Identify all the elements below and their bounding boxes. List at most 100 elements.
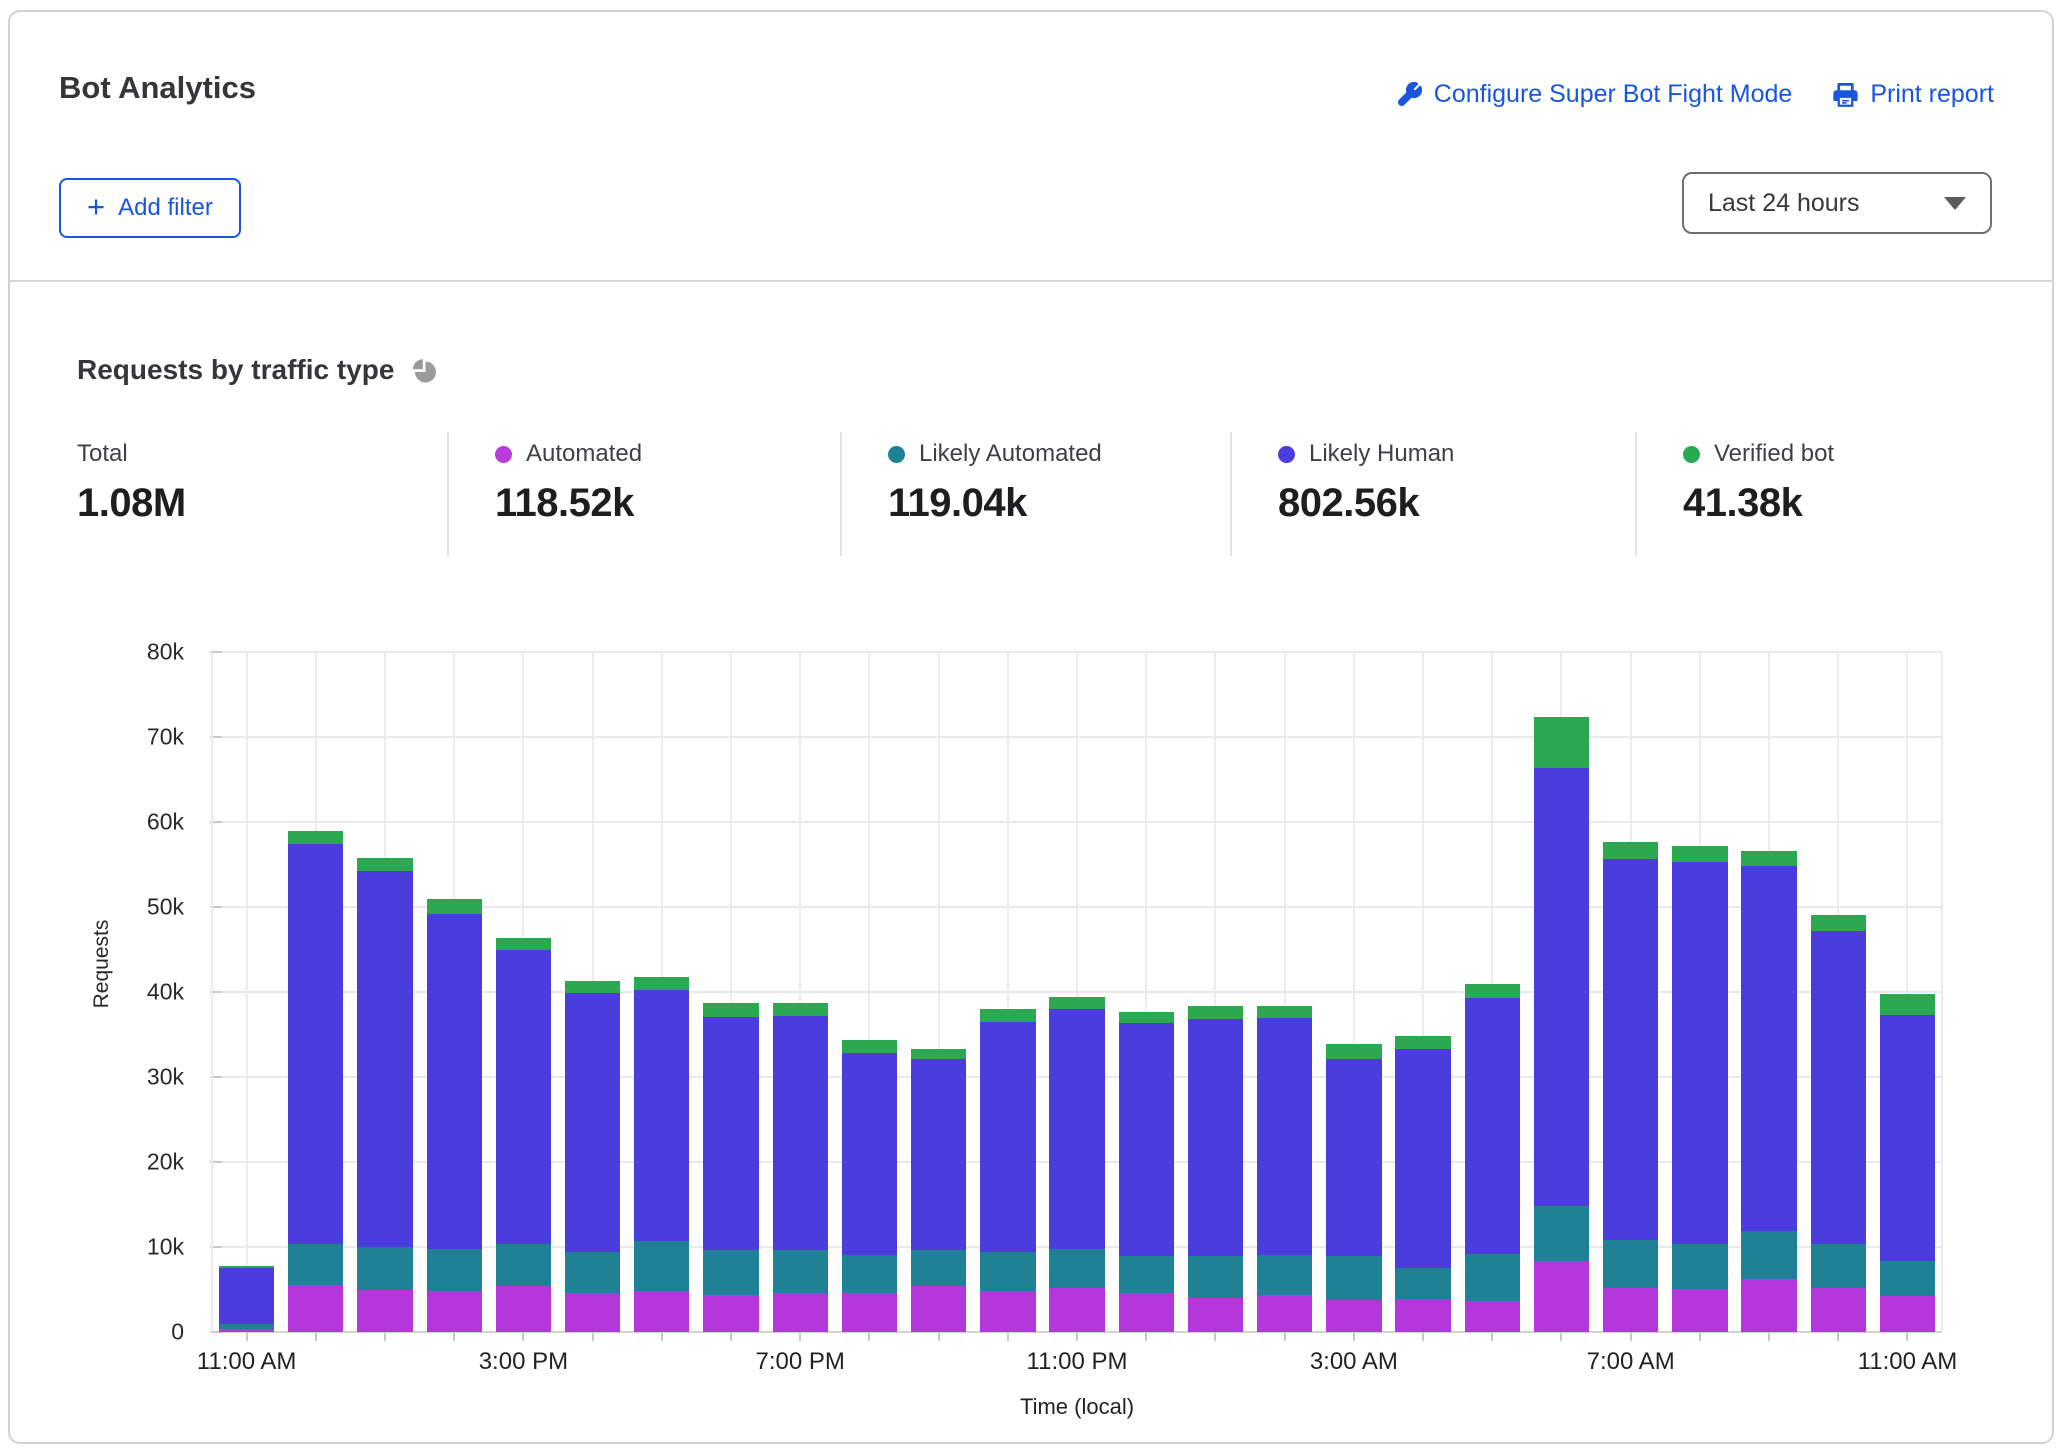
bar-column: 7:00 AM xyxy=(1596,652,1665,1332)
stacked-bar[interactable] xyxy=(219,652,274,1332)
bar-column xyxy=(558,652,627,1332)
bar-column xyxy=(835,652,904,1332)
stacked-bar[interactable] xyxy=(1395,652,1450,1332)
stacked-bar[interactable] xyxy=(980,652,1035,1332)
bar-segment-automated xyxy=(1672,1289,1727,1332)
x-tick-label: 7:00 PM xyxy=(756,1348,845,1376)
bar-segment-likely-automated xyxy=(1188,1256,1243,1298)
stacked-bar[interactable] xyxy=(565,652,620,1332)
bar-column xyxy=(1665,652,1734,1332)
stacked-bar[interactable] xyxy=(842,652,897,1332)
bar-segment-automated xyxy=(1603,1288,1658,1332)
wrench-icon xyxy=(1396,81,1423,108)
stat-likely-automated: Likely Automated 119.04k xyxy=(840,432,1230,556)
bar-segment-automated xyxy=(842,1293,897,1332)
x-axis-title: Time (local) xyxy=(212,1394,1942,1420)
stacked-bar[interactable] xyxy=(357,652,412,1332)
stacked-bar[interactable] xyxy=(1119,652,1174,1332)
bar-segment-likely-human xyxy=(427,914,482,1249)
bar-segment-verified-bot xyxy=(1741,851,1796,866)
x-tick-label: 7:00 AM xyxy=(1587,1348,1675,1376)
bar-segment-likely-human xyxy=(1395,1049,1450,1268)
bar-column xyxy=(1527,652,1596,1332)
bar-segment-verified-bot xyxy=(773,1003,828,1016)
y-tick-label: 20k xyxy=(94,1151,184,1174)
bar-column xyxy=(1181,652,1250,1332)
bar-segment-automated xyxy=(1257,1295,1312,1332)
bar-segment-likely-human xyxy=(911,1059,966,1250)
x-tickmark xyxy=(1699,1332,1701,1341)
bar-segment-automated xyxy=(1049,1288,1104,1332)
bar-segment-verified-bot xyxy=(1257,1006,1312,1019)
x-tickmark xyxy=(246,1332,248,1341)
bar-column: 11:00 PM xyxy=(1042,652,1111,1332)
bar-segment-automated xyxy=(427,1291,482,1332)
stacked-bar[interactable] xyxy=(1049,652,1104,1332)
bar-column: 11:00 AM xyxy=(212,652,281,1332)
bar-segment-likely-human xyxy=(1880,1015,1935,1262)
stacked-bar[interactable] xyxy=(703,652,758,1332)
stacked-bar[interactable] xyxy=(1465,652,1520,1332)
stat-label-verified-bot: Verified bot xyxy=(1714,440,1834,468)
bar-segment-likely-human xyxy=(357,871,412,1247)
stacked-bar[interactable] xyxy=(1811,652,1866,1332)
bar-segment-verified-bot xyxy=(980,1009,1035,1022)
x-tickmark xyxy=(1284,1332,1286,1341)
stacked-bar[interactable] xyxy=(1257,652,1312,1332)
bar-column xyxy=(973,652,1042,1332)
bar-segment-likely-automated xyxy=(1119,1256,1174,1293)
bar-segment-likely-automated xyxy=(634,1241,689,1291)
bar-segment-verified-bot xyxy=(565,981,620,993)
bar-segment-verified-bot xyxy=(1465,984,1520,998)
x-tickmark xyxy=(1353,1332,1355,1341)
stacked-bar[interactable] xyxy=(1741,652,1796,1332)
x-tickmark xyxy=(1768,1332,1770,1341)
stacked-bar[interactable] xyxy=(427,652,482,1332)
bar-segment-automated xyxy=(980,1291,1035,1332)
x-tickmark xyxy=(1560,1332,1562,1341)
x-tickmark xyxy=(938,1332,940,1341)
bar-segment-likely-human xyxy=(634,990,689,1241)
stat-dot-3 xyxy=(1278,446,1295,463)
stacked-bar[interactable] xyxy=(1534,652,1589,1332)
bar-segment-automated xyxy=(1326,1300,1381,1332)
stacked-bar[interactable] xyxy=(288,652,343,1332)
stacked-bar[interactable] xyxy=(773,652,828,1332)
bar-segment-automated xyxy=(1395,1299,1450,1332)
x-tickmark xyxy=(453,1332,455,1341)
print-report-link[interactable]: Print report xyxy=(1832,80,1994,109)
add-filter-button[interactable]: + Add filter xyxy=(59,178,241,238)
stacked-bar[interactable] xyxy=(1672,652,1727,1332)
time-range-dropdown[interactable]: Last 24 hours xyxy=(1682,172,1992,234)
stacked-bar[interactable] xyxy=(1603,652,1658,1332)
x-tickmark xyxy=(522,1332,524,1341)
bar-segment-likely-human xyxy=(842,1053,897,1254)
stacked-bar[interactable] xyxy=(634,652,689,1332)
stacked-bar[interactable] xyxy=(911,652,966,1332)
stat-automated: Automated 118.52k xyxy=(447,432,840,556)
stacked-bar[interactable] xyxy=(1188,652,1243,1332)
configure-super-bot-fight-mode-link[interactable]: Configure Super Bot Fight Mode xyxy=(1396,80,1793,109)
bar-segment-likely-automated xyxy=(1672,1244,1727,1289)
bar-segment-likely-human xyxy=(1257,1018,1312,1254)
stat-label-automated: Automated xyxy=(526,440,642,468)
bar-segment-automated xyxy=(1465,1301,1520,1332)
bar-segment-likely-automated xyxy=(980,1252,1035,1291)
bar-segment-automated xyxy=(1119,1293,1174,1332)
bar-segment-automated xyxy=(1811,1288,1866,1332)
printer-icon xyxy=(1832,81,1859,108)
stacked-bar[interactable] xyxy=(1326,652,1381,1332)
bar-segment-automated xyxy=(773,1293,828,1332)
stat-total: Total 1.08M xyxy=(77,432,447,556)
x-tick-label: 3:00 AM xyxy=(1310,1348,1398,1376)
bar-segment-verified-bot xyxy=(1811,915,1866,931)
stacked-bar[interactable] xyxy=(496,652,551,1332)
bar-column xyxy=(904,652,973,1332)
stacked-bar[interactable] xyxy=(1880,652,1935,1332)
bar-segment-likely-human xyxy=(773,1016,828,1250)
x-tickmark xyxy=(730,1332,732,1341)
stat-dot-1 xyxy=(495,446,512,463)
section-title: Requests by traffic type xyxy=(77,354,394,386)
bar-segment-likely-human xyxy=(1603,859,1658,1240)
bar-segment-likely-automated xyxy=(288,1244,343,1286)
